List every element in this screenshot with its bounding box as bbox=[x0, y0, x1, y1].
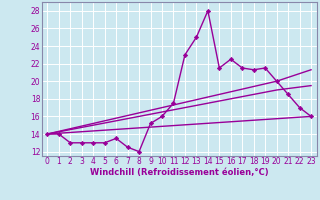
X-axis label: Windchill (Refroidissement éolien,°C): Windchill (Refroidissement éolien,°C) bbox=[90, 168, 268, 177]
